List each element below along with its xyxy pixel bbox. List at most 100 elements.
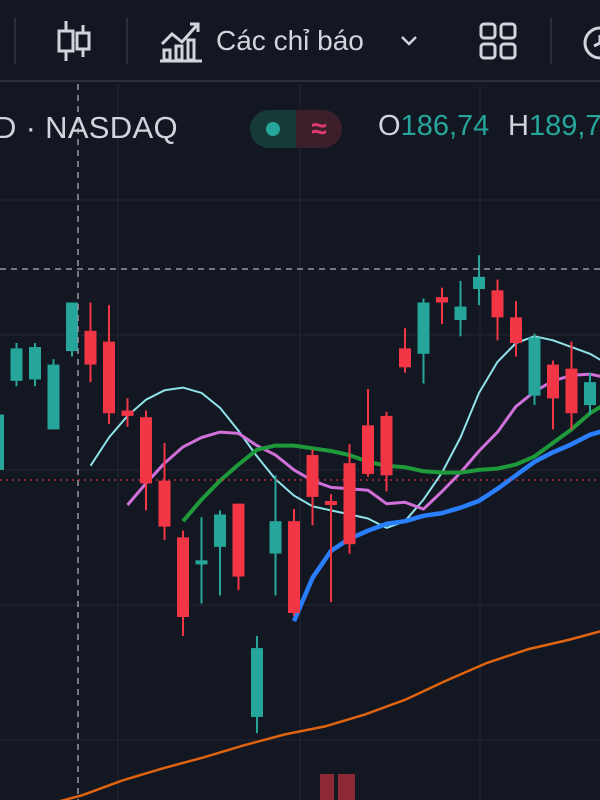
open-value: 186,74: [400, 110, 490, 142]
candle-body: [158, 480, 171, 527]
candles: [0, 255, 596, 734]
candle-body: [10, 348, 23, 381]
candle-body: [528, 337, 541, 396]
toolbar-divider: [126, 18, 128, 64]
candle: [195, 517, 208, 604]
candle-body: [362, 425, 374, 474]
moving-averages: [59, 335, 600, 800]
candle-body: [454, 306, 467, 321]
alarm-clock-icon: [583, 26, 600, 60]
candle-body: [140, 417, 152, 484]
wave-icon: ≈: [296, 110, 342, 148]
candle-body: [251, 648, 263, 717]
top-toolbar: Các chỉ báo: [0, 0, 600, 82]
candle: [399, 328, 411, 373]
candle-body: [343, 463, 356, 545]
candle: [510, 301, 522, 357]
chevron-down-icon: [400, 36, 417, 46]
layouts-button[interactable]: [474, 14, 522, 68]
high-key: H: [508, 110, 529, 142]
candle-body: [288, 521, 300, 613]
candle: [306, 449, 319, 526]
candle: [473, 255, 485, 306]
candle-body: [417, 302, 430, 354]
candle: [417, 298, 430, 384]
candle-body: [232, 503, 245, 577]
candle: [10, 343, 23, 387]
moving-average-line: [181, 405, 600, 523]
toolbar-divider: [550, 18, 552, 64]
crosshair: [0, 84, 600, 800]
market-open-indicator: [250, 110, 296, 148]
candles-chart-type-button[interactable]: [50, 14, 98, 68]
candle-body: [325, 500, 337, 505]
candle-body: [491, 290, 504, 318]
candle: [362, 388, 374, 477]
candle: [436, 287, 448, 325]
candle: [491, 279, 504, 341]
candle-body: [66, 302, 78, 352]
symbol-exchange-label[interactable]: D · NASDAQ: [0, 110, 178, 145]
candle: [343, 444, 356, 554]
ohlc-high: H189,7: [508, 110, 600, 143]
candle: [288, 509, 300, 616]
candle-body: [29, 347, 41, 380]
moving-average-line: [126, 372, 600, 511]
candle: [177, 530, 189, 636]
candles-icon: [57, 21, 91, 61]
candle-body: [547, 364, 559, 399]
candle: [232, 503, 245, 591]
toolbar-divider: [14, 18, 16, 64]
indicators-button[interactable]: Các chỉ báo: [158, 14, 448, 68]
chart-grid: [0, 84, 600, 800]
candle-body: [399, 348, 411, 368]
candle-body: [47, 364, 60, 430]
candle-body: [380, 415, 393, 476]
candle: [269, 475, 282, 596]
volume-bars: [320, 774, 355, 800]
indicators-label: Các chỉ báo: [216, 25, 364, 56]
candle: [214, 510, 226, 596]
candle-body: [103, 341, 115, 414]
candle-body: [0, 414, 4, 470]
candle-body: [306, 455, 319, 497]
candle-body: [584, 382, 596, 406]
candle: [66, 302, 78, 357]
candle: [47, 359, 60, 430]
market-status-pill[interactable]: ≈: [250, 110, 342, 148]
candle-body: [195, 560, 208, 565]
alert-button[interactable]: [576, 14, 600, 68]
candle: [103, 305, 115, 424]
candle-body: [121, 410, 134, 416]
ohlc-open: O186,74: [378, 110, 489, 143]
candle: [325, 494, 337, 603]
grid-layout-icon: [479, 22, 517, 60]
candle-body: [436, 297, 448, 303]
open-key: O: [378, 110, 401, 142]
candle-body: [269, 521, 282, 554]
candle: [251, 635, 263, 734]
candle-body: [214, 514, 226, 547]
candle-body: [565, 368, 578, 414]
candle: [584, 372, 596, 415]
candle: [547, 360, 559, 430]
candle: [565, 341, 578, 430]
moving-average-line: [291, 429, 600, 622]
indicators-chart-icon: [160, 22, 202, 63]
candle-body: [84, 330, 97, 365]
candle: [140, 410, 152, 511]
candle: [121, 398, 134, 427]
price-chart[interactable]: [0, 84, 600, 800]
candle: [29, 343, 41, 387]
high-value: 189,7: [528, 110, 600, 142]
candle-body: [473, 276, 485, 289]
candle: [380, 411, 393, 492]
candle: [158, 442, 171, 541]
status-dot-icon: [266, 122, 280, 136]
moving-average-line: [59, 630, 600, 800]
candle: [0, 414, 4, 470]
candle-body: [510, 317, 522, 343]
candle: [528, 333, 541, 406]
candle: [84, 302, 97, 383]
candle: [454, 280, 467, 337]
